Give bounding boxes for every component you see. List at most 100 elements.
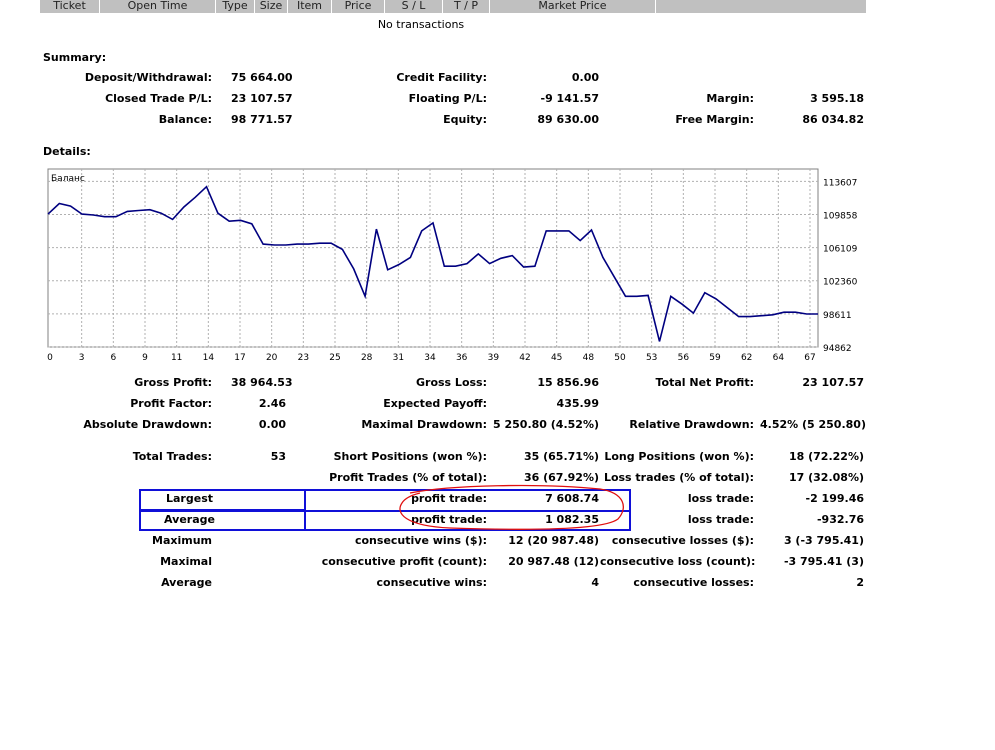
col-price[interactable]: Price	[332, 0, 385, 13]
gross-profit-value: 38 964.53	[231, 376, 293, 389]
balance-label: Balance:	[158, 113, 212, 126]
profit-trades-value: 36 (67.92%)	[523, 471, 599, 484]
absolute-drawdown-label: Absolute Drawdown:	[83, 418, 212, 431]
closed-pl-value: 23 107.57	[231, 92, 293, 105]
col-open-time[interactable]: Open Time	[100, 0, 216, 13]
largest-loss-label: loss trade:	[687, 492, 754, 505]
col-size[interactable]: Size	[255, 0, 288, 13]
max-consecutive-wins-value: 12 (20 987.48)	[508, 534, 599, 547]
average-consecutive-label: Average	[161, 576, 212, 589]
x-tick-label: 36	[456, 353, 468, 363]
x-tick-label: 20	[266, 353, 278, 363]
x-tick-label: 28	[361, 353, 373, 363]
largest-profit-label: profit trade:	[411, 492, 487, 505]
x-tick-label: 50	[614, 353, 626, 363]
avg-consecutive-wins-label: consecutive wins:	[376, 576, 487, 589]
floating-pl-value: -9 141.57	[540, 92, 600, 105]
short-positions-label: Short Positions (won %):	[333, 450, 487, 463]
details-title: Details:	[43, 145, 91, 158]
average-profit-value: 1 082.35	[545, 513, 599, 526]
col-ticket[interactable]: Ticket	[40, 0, 100, 13]
y-tick-label: 102360	[823, 278, 858, 288]
margin-label: Margin:	[706, 92, 754, 105]
x-tick-label: 25	[329, 353, 340, 363]
chart-title: Баланс	[51, 174, 85, 184]
credit-label: Credit Facility:	[396, 71, 487, 84]
absolute-drawdown-value: 0.00	[258, 418, 286, 431]
total-trades-label: Total Trades:	[132, 450, 212, 463]
x-tick-label: 45	[551, 353, 562, 363]
profit-trades-label: Profit Trades (% of total):	[329, 471, 487, 484]
y-tick-label: 98611	[823, 311, 852, 321]
deposit-label: Deposit/Withdrawal:	[84, 71, 212, 84]
no-transactions-text: No transactions	[377, 18, 465, 31]
maximal-consecutive-loss-label: consecutive loss (count):	[600, 555, 756, 568]
maximal-label: Maximal	[160, 555, 212, 568]
x-tick-label: 14	[203, 353, 215, 363]
relative-drawdown-value: 4.52% (5 250.80)	[760, 418, 866, 431]
gross-profit-label: Gross Profit:	[134, 376, 212, 389]
maximal-drawdown-label: Maximal Drawdown:	[361, 418, 487, 431]
x-tick-label: 53	[646, 353, 657, 363]
profit-factor-value: 2.46	[258, 397, 286, 410]
average-label: Average	[164, 513, 215, 526]
loss-trades-label: Loss trades (% of total):	[603, 471, 754, 484]
x-tick-label: 67	[804, 353, 815, 363]
short-positions-value: 35 (65.71%)	[523, 450, 599, 463]
x-tick-label: 39	[488, 353, 500, 363]
x-tick-label: 42	[519, 353, 530, 363]
avg-consecutive-wins-value: 4	[591, 576, 599, 589]
average-loss-value: -932.76	[816, 513, 864, 526]
long-positions-label: Long Positions (won %):	[604, 450, 754, 463]
free-margin-label: Free Margin:	[675, 113, 754, 126]
maximal-consecutive-loss-value: -3 795.41 (3)	[783, 555, 864, 568]
x-tick-label: 0	[47, 353, 53, 363]
free-margin-value: 86 034.82	[802, 113, 864, 126]
x-tick-label: 11	[171, 353, 182, 363]
annotation-box-largest-label	[139, 489, 306, 511]
deposit-value: 75 664.00	[231, 71, 293, 84]
maximum-label: Maximum	[152, 534, 212, 547]
x-tick-label: 56	[678, 353, 690, 363]
gross-loss-label: Gross Loss:	[416, 376, 487, 389]
long-positions-value: 18 (72.22%)	[788, 450, 864, 463]
total-trades-value: 53	[270, 450, 286, 463]
loss-trades-value: 17 (32.08%)	[788, 471, 864, 484]
max-consecutive-losses-label: consecutive losses ($):	[611, 534, 754, 547]
col-item[interactable]: Item	[288, 0, 332, 13]
col-sl[interactable]: S / L	[385, 0, 443, 13]
margin-value: 3 595.18	[810, 92, 864, 105]
maximal-consecutive-profit-label: consecutive profit (count):	[321, 555, 487, 568]
x-tick-label: 34	[424, 353, 436, 363]
total-net-profit-value: 23 107.57	[802, 376, 864, 389]
credit-value: 0.00	[571, 71, 599, 84]
profit-factor-label: Profit Factor:	[130, 397, 212, 410]
y-tick-label: 94862	[823, 344, 852, 354]
x-tick-label: 23	[298, 353, 309, 363]
equity-value: 89 630.00	[537, 113, 599, 126]
col-type[interactable]: Type	[216, 0, 255, 13]
x-tick-label: 9	[142, 353, 148, 363]
max-consecutive-wins-label: consecutive wins ($):	[354, 534, 487, 547]
relative-drawdown-label: Relative Drawdown:	[629, 418, 754, 431]
total-net-profit-label: Total Net Profit:	[655, 376, 755, 389]
avg-consecutive-losses-label: consecutive losses:	[633, 576, 754, 589]
col-market-price[interactable]: Market Price	[490, 0, 656, 13]
equity-label: Equity:	[443, 113, 487, 126]
maximal-drawdown-value: 5 250.80 (4.52%)	[493, 418, 599, 431]
expected-payoff-label: Expected Payoff:	[383, 397, 487, 410]
y-tick-label: 106109	[823, 245, 858, 255]
annotation-box-average-label	[139, 510, 306, 531]
gross-loss-value: 15 856.96	[537, 376, 599, 389]
col-tp[interactable]: T / P	[443, 0, 490, 13]
average-profit-label: profit trade:	[411, 513, 487, 526]
annotation-red-ellipse	[399, 484, 624, 530]
x-tick-label: 17	[234, 353, 245, 363]
y-tick-label: 109858	[823, 211, 858, 221]
average-loss-label: loss trade:	[687, 513, 754, 526]
avg-consecutive-losses-value: 2	[856, 576, 864, 589]
summary-title: Summary:	[43, 51, 107, 64]
largest-loss-value: -2 199.46	[805, 492, 865, 505]
floating-pl-label: Floating P/L:	[408, 92, 487, 105]
